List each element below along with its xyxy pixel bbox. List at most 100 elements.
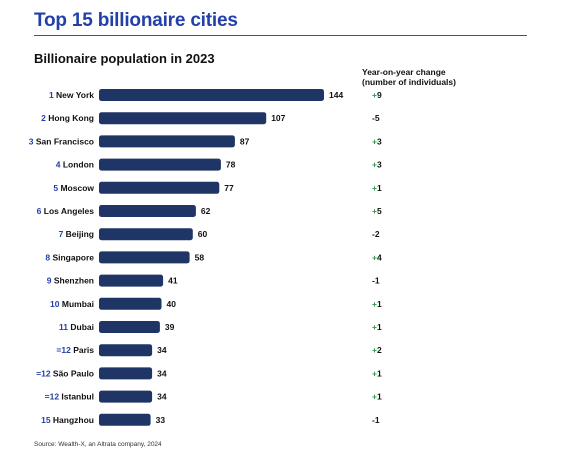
chart-subtitle: Billionaire population in 2023 (34, 51, 215, 66)
bar (99, 367, 153, 380)
change-value: 1 (375, 276, 380, 286)
rank-label: 2 (41, 113, 48, 123)
change-value: 1 (377, 322, 382, 332)
change-label: +2 (372, 345, 382, 355)
category-label: 7 Beijing (59, 229, 94, 239)
category-label: 10 Mumbai (50, 299, 94, 309)
change-label: +1 (372, 368, 382, 378)
value-label: 39 (165, 322, 175, 332)
bar (99, 297, 162, 310)
category-label: 11 Dubai (59, 322, 94, 332)
change-value: 5 (377, 206, 382, 216)
change-label: +3 (372, 136, 382, 146)
value-label: 144 (329, 90, 343, 100)
change-sign: + (372, 345, 377, 355)
bar (99, 251, 190, 264)
change-sign: - (372, 415, 375, 425)
rank-label: 10 (50, 299, 62, 309)
value-label: 60 (198, 229, 208, 239)
rank-label: 15 (41, 415, 53, 425)
category-label: 8 Singapore (45, 252, 94, 262)
bar (99, 321, 160, 333)
category-label: 1 New York (49, 90, 94, 100)
city-label: Los Angeles (44, 206, 94, 216)
change-sign: + (372, 183, 377, 193)
bar (99, 228, 193, 241)
city-label: Shenzhen (54, 276, 94, 286)
change-label: -5 (372, 113, 380, 123)
rank-label: =12 (45, 392, 62, 402)
value-label: 33 (156, 415, 166, 425)
rank-label: =12 (56, 345, 73, 355)
change-sign: + (372, 160, 377, 170)
change-sign: + (372, 206, 377, 216)
city-label: Hangzhou (53, 415, 94, 425)
value-label: 34 (157, 392, 167, 402)
rank-label: 3 (29, 136, 36, 146)
change-label: -2 (372, 229, 380, 239)
change-sign: + (372, 252, 377, 262)
source-note: Source: Wealth-X, an Altrata company, 20… (34, 441, 162, 448)
change-label: +4 (372, 252, 382, 262)
category-label: =12 São Paulo (36, 368, 94, 378)
value-label: 77 (224, 183, 234, 193)
category-label: 4 London (56, 160, 94, 170)
city-label: Hong Kong (48, 113, 94, 123)
change-value: 2 (377, 345, 382, 355)
bar (99, 205, 196, 217)
change-sign: + (372, 322, 377, 332)
city-label: Moscow (60, 183, 94, 193)
rank-label: =12 (36, 368, 53, 378)
change-sign: - (372, 276, 375, 286)
rank-label: 5 (53, 183, 60, 193)
category-label: =12 Paris (56, 345, 94, 355)
category-label: 15 Hangzhou (41, 415, 94, 425)
rank-label: 6 (37, 206, 44, 216)
city-label: San Francisco (36, 136, 94, 146)
title-divider (34, 35, 527, 36)
value-label: 107 (271, 113, 285, 123)
change-column-header: Year-on-year change (number of individua… (362, 67, 522, 87)
bar (99, 413, 151, 426)
city-label: Beijing (66, 229, 94, 239)
city-label: Istanbul (61, 392, 94, 402)
bar (99, 112, 267, 125)
change-label: +1 (372, 322, 382, 332)
value-label: 34 (157, 368, 167, 378)
change-sign: - (372, 229, 375, 239)
change-sign: + (372, 368, 377, 378)
bar (99, 274, 164, 287)
change-value: 9 (377, 90, 382, 100)
change-sign: + (372, 392, 377, 402)
change-value: 1 (377, 183, 382, 193)
value-label: 87 (240, 136, 250, 146)
category-label: 9 Shenzhen (47, 276, 94, 286)
city-label: Singapore (52, 252, 94, 262)
change-label: -1 (372, 415, 380, 425)
city-label: Mumbai (62, 299, 94, 309)
bar (99, 89, 324, 101)
change-value: 1 (377, 392, 382, 402)
change-label: +5 (372, 206, 382, 216)
change-label: +3 (372, 160, 382, 170)
bar (99, 158, 221, 171)
bar (99, 344, 153, 357)
value-label: 58 (195, 252, 205, 262)
change-sign: + (372, 136, 377, 146)
change-label: -1 (372, 276, 380, 286)
value-label: 40 (167, 299, 177, 309)
change-header-line1: Year-on-year change (362, 67, 446, 77)
change-label: +9 (372, 90, 382, 100)
category-label: =12 Istanbul (45, 392, 94, 402)
change-label: +1 (372, 299, 382, 309)
value-label: 41 (168, 276, 178, 286)
category-label: 3 San Francisco (29, 136, 94, 146)
rank-label: 7 (59, 229, 66, 239)
change-value: 1 (377, 299, 382, 309)
city-label: New York (56, 90, 94, 100)
change-sign: - (372, 113, 375, 123)
change-sign: + (372, 299, 377, 309)
change-label: +1 (372, 183, 382, 193)
change-header-line2: (number of individuals) (362, 77, 456, 87)
rank-label: 1 (49, 90, 56, 100)
